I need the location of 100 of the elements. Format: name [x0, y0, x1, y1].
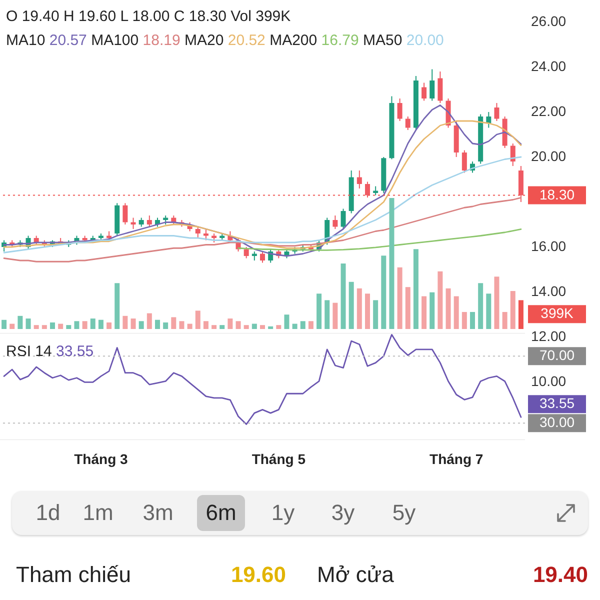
candlestick — [462, 150, 467, 174]
text: Tham chiếu — [16, 562, 131, 588]
bar — [2, 320, 7, 329]
annotation: MA200 — [270, 32, 318, 49]
bar — [244, 325, 249, 329]
bar — [66, 325, 72, 329]
annotation: 16.79 — [321, 32, 360, 49]
bar — [389, 198, 394, 329]
bar — [397, 267, 402, 329]
candlestick — [494, 102, 500, 122]
bar — [146, 313, 152, 329]
bar — [74, 321, 80, 329]
bar — [179, 321, 184, 329]
x-tick-label: Tháng 7 — [430, 451, 484, 467]
candlestick — [430, 68, 435, 102]
annotation: 33.55 — [56, 343, 94, 360]
y-tick-label: 12.00 — [531, 328, 566, 344]
data-label: 33.55 — [539, 395, 575, 412]
y-tick-label: 20.00 — [531, 148, 566, 164]
candlestick — [203, 228, 208, 241]
annotation: MA20 — [184, 32, 225, 49]
annotation: RSI 14 — [6, 343, 53, 360]
bar — [98, 320, 104, 329]
bar — [292, 324, 298, 329]
candlestick — [397, 98, 402, 122]
text: 5y — [391, 499, 417, 527]
bar — [332, 302, 338, 329]
bar — [446, 288, 451, 329]
bar — [114, 283, 120, 329]
candlestick — [244, 246, 249, 259]
bar — [316, 294, 322, 329]
y-tick-label: 30.00 — [539, 414, 575, 430]
annotation: 20.52 — [228, 32, 266, 49]
annotation: MA50 — [363, 32, 404, 49]
candlestick — [438, 71, 443, 104]
candlestick — [195, 226, 200, 238]
annotation: MA10 — [6, 32, 46, 49]
bar — [58, 324, 64, 329]
bar — [171, 317, 176, 329]
bar — [430, 292, 435, 329]
bar — [106, 322, 112, 329]
candlestick — [486, 112, 492, 128]
bar — [187, 324, 192, 329]
annotation: 18.19 — [142, 32, 182, 49]
y-tick-label: 70.00 — [539, 347, 575, 364]
line-series — [3, 197, 522, 262]
text: 19.40 — [532, 562, 588, 588]
bar — [438, 271, 443, 329]
bar — [502, 312, 508, 329]
bar — [308, 321, 314, 329]
candlestick — [422, 82, 427, 102]
bar — [228, 318, 233, 329]
bar — [510, 291, 516, 329]
text: Mở cửa — [317, 562, 394, 588]
bar — [26, 318, 31, 329]
bar — [486, 294, 492, 329]
bar — [300, 321, 306, 329]
annotation: 20.00 — [406, 32, 444, 49]
bar — [340, 264, 346, 329]
bar — [268, 326, 274, 329]
line-series — [3, 334, 522, 425]
bar — [236, 321, 241, 329]
candlestick — [405, 116, 410, 130]
bar — [518, 300, 524, 329]
bar — [138, 321, 144, 329]
bar — [324, 300, 330, 329]
text: 6m — [197, 495, 245, 531]
x-tick-label: Tháng 5 — [252, 451, 306, 467]
bar — [373, 300, 378, 329]
bar — [155, 320, 160, 329]
bar — [356, 288, 362, 329]
text: 399K — [540, 305, 574, 322]
y-tick-label: 24.00 — [531, 58, 566, 74]
bar — [195, 310, 200, 329]
bar — [203, 321, 208, 329]
bar — [284, 314, 290, 329]
bar — [365, 294, 370, 329]
bar — [260, 325, 265, 329]
bar — [494, 276, 500, 329]
candlestick — [122, 202, 128, 225]
bar — [90, 318, 96, 329]
text: 1d — [34, 499, 62, 527]
bar — [276, 325, 282, 329]
candlestick — [340, 208, 346, 230]
candlestick — [146, 215, 152, 228]
annotation: O 19.40 H 19.60 L 18.00 C 18.30 Vol 399K — [6, 8, 291, 25]
bar — [163, 322, 168, 329]
candlestick — [365, 181, 370, 198]
bar — [454, 296, 459, 329]
bar — [252, 324, 257, 329]
bar — [130, 318, 136, 329]
bar — [10, 324, 15, 329]
candlestick — [332, 215, 338, 230]
bar — [478, 283, 484, 329]
bar — [34, 325, 39, 329]
bar — [462, 312, 467, 329]
bar — [381, 256, 386, 329]
bar — [212, 325, 217, 329]
bar — [50, 322, 55, 329]
y-tick-label: 14.00 — [531, 283, 566, 299]
